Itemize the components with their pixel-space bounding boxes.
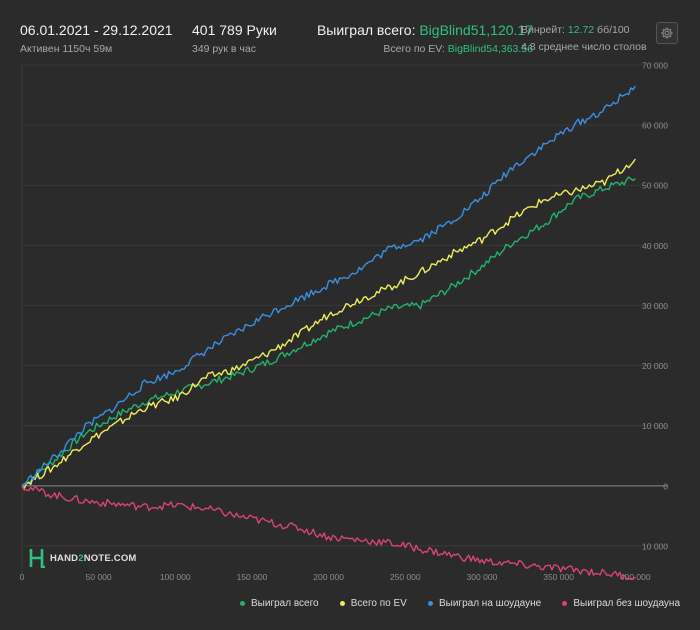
y-tick-label: 10 000	[642, 541, 668, 551]
legend-item-won[interactable]: Выиграл всего	[240, 596, 319, 610]
x-tick-label: 150 000	[237, 572, 268, 582]
y-tick-label: 0	[663, 481, 668, 491]
winrate-block: Винрейт: 12.72 бб/100 4.8 среднее число …	[521, 24, 647, 53]
gear-icon	[661, 27, 673, 39]
hand2note-logo: HAND 2 NOTE.COM	[28, 548, 137, 568]
won-total: Выиграл всего: BigBlind51,120.17	[317, 22, 533, 38]
logo-suffix: NOTE.COM	[83, 552, 137, 564]
ev-total-value: BigBlind54,363.56	[447, 43, 533, 55]
y-tick-label: 50 000	[642, 181, 668, 191]
y-axis-ticks: 70 000 60 000 50 000 40 000 30 000 20 000 10 0…	[642, 61, 668, 552]
hands-count: 401 789 Руки	[192, 22, 277, 38]
legend-label-won: Выиграл всего	[251, 597, 319, 609]
legend-marker-won	[240, 600, 245, 606]
legend-label-ev: Всего по EV	[350, 597, 407, 609]
y-tick-label: 30 000	[642, 301, 668, 311]
y-tick-label: 40 000	[642, 241, 668, 251]
hands-block: 401 789 Руки 349 рук в час	[192, 22, 277, 55]
date-range: 06.01.2021 - 29.12.2021	[20, 22, 173, 38]
date-range-block: 06.01.2021 - 29.12.2021 Активен 1150ч 59…	[20, 22, 173, 55]
legend-label-showdown: Выиграл на шоудауне	[438, 597, 542, 609]
x-tick-label: 250 000	[390, 572, 421, 582]
stats-header: 06.01.2021 - 29.12.2021 Активен 1150ч 59…	[0, 0, 700, 60]
legend-marker-ev	[339, 600, 345, 606]
winrate-label: Винрейт:	[521, 24, 568, 36]
logo-two: 2	[78, 552, 84, 564]
logo-prefix: HAND	[50, 552, 79, 564]
series-line-3	[21, 485, 636, 580]
chart-area: 70 000 60 000 50 000 40 000 30 000 20 000 10 0…	[20, 61, 669, 583]
x-tick-label: 400 000	[620, 572, 651, 582]
active-time: Активен 1150ч 59м	[20, 43, 113, 55]
winrate-unit: бб/100	[594, 24, 630, 36]
y-tick-label: 60 000	[642, 121, 668, 131]
legend-item-showdown[interactable]: Выиграл на шоудауне	[427, 596, 542, 610]
ev-total: Всего по EV: BigBlind54,363.56	[317, 43, 533, 55]
x-tick-label: 50 000	[86, 572, 112, 582]
winrate: Винрейт: 12.72 бб/100	[521, 24, 647, 36]
winnings-block: Выиграл всего: BigBlind51,120.17 Всего п…	[317, 22, 533, 55]
x-tick-label: 300 000	[467, 572, 498, 582]
x-tick-label: 350 000	[543, 572, 574, 582]
legend-item-ev[interactable]: Всего по EV	[339, 596, 407, 610]
x-tick-label: 0	[20, 572, 25, 582]
legend-marker-non-showdown	[562, 600, 568, 606]
y-tick-label: 20 000	[642, 361, 668, 371]
series-line-1	[21, 158, 636, 490]
series-lines	[21, 85, 636, 580]
won-total-label: Выиграл всего:	[316, 22, 420, 38]
chart-legend: Выиграл всего Всего по EV Выиграл на шоу…	[240, 596, 680, 610]
settings-button[interactable]	[656, 22, 678, 44]
avg-tables: 4.8 среднее число столов	[521, 41, 647, 53]
legend-marker-showdown	[427, 600, 433, 606]
won-total-value: BigBlind51,120.17	[419, 22, 533, 38]
legend-item-non-showdown[interactable]: Выиграл без шоудауна	[562, 596, 680, 610]
x-tick-label: 100 000	[160, 572, 191, 582]
grid	[21, 64, 668, 576]
winrate-value: 12.72	[567, 24, 595, 36]
ev-total-label: Всего по EV:	[383, 43, 448, 55]
x-axis-ticks: 0 50 000 100 000 150 000 200 000 250 000 300 0…	[20, 572, 651, 582]
series-line-0	[21, 176, 636, 487]
series-line-2	[21, 85, 636, 487]
y-tick-label: 10 000	[642, 421, 668, 431]
hand2note-logo-icon	[29, 549, 45, 568]
hands-per-hour: 349 рук в час	[192, 43, 256, 55]
x-tick-label: 200 000	[313, 572, 344, 582]
y-tick-label: 70 000	[642, 61, 668, 71]
legend-label-non-showdown: Выиграл без шоудауна	[573, 597, 680, 609]
